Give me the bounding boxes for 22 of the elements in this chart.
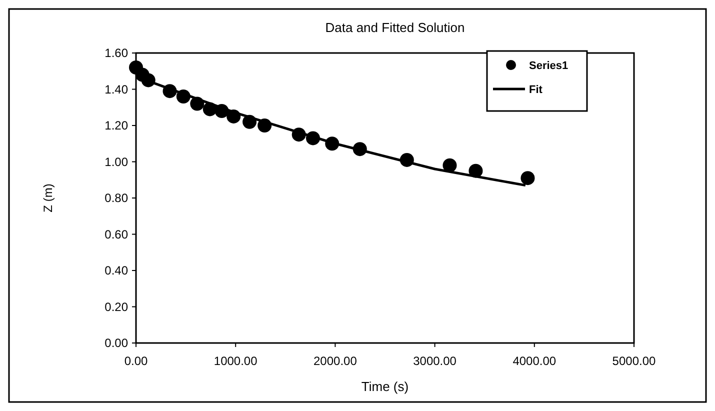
x-tick-label: 2000.00: [314, 354, 358, 368]
y-axis-title: Z (m): [41, 184, 55, 212]
y-tick-label: 1.40: [104, 82, 128, 96]
y-tick-label: 0.60: [104, 227, 128, 242]
y-tick-label: 1.60: [104, 46, 128, 60]
point: [442, 158, 457, 172]
y-tick-label: 1.00: [104, 154, 128, 169]
y-tick-label: 0.80: [104, 191, 128, 206]
x-axis-title: Time (s): [361, 379, 409, 394]
y-tick-label: 0.00: [104, 336, 128, 350]
x-tick-label: 5000.00: [612, 354, 656, 368]
y-tick-label: 1.20: [104, 118, 128, 133]
x-tick-label: 0.00: [124, 354, 148, 368]
point: [520, 171, 535, 186]
legend-label: Fit: [529, 84, 543, 96]
chart-title: Data and Fitted Solution: [325, 20, 465, 35]
y-tick-label: 0.40: [104, 264, 128, 278]
x-tick-label: 4000.00: [512, 354, 556, 368]
y-tick-label: 0.20: [104, 300, 128, 314]
x-tick-label: 1000.00: [214, 354, 258, 368]
x-tick-label: 3000.00: [413, 354, 457, 368]
legend-label: Series1: [529, 60, 568, 72]
